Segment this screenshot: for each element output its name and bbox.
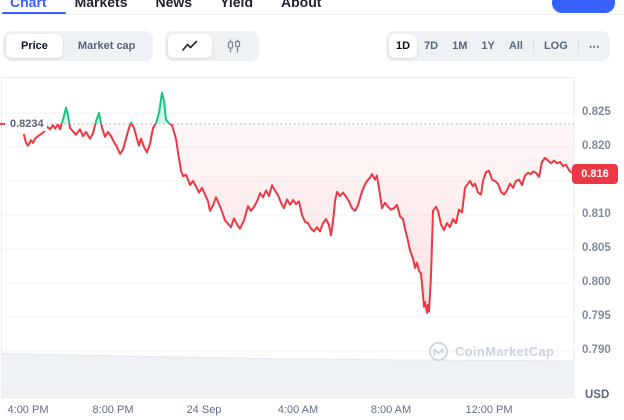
last-price-badge: 0.816 bbox=[572, 164, 618, 184]
range-option-1y[interactable]: 1Y bbox=[481, 40, 495, 52]
tab-news[interactable]: News bbox=[155, 0, 193, 10]
area-fill-below bbox=[24, 123, 574, 313]
y-axis-label: 0.810 bbox=[582, 208, 611, 220]
x-axis-label: 4:00 AM bbox=[277, 404, 319, 416]
x-axis-label: 24 Sep bbox=[186, 404, 222, 416]
volume-band-edge bbox=[1, 353, 575, 362]
metric-option-market-cap[interactable]: Market cap bbox=[77, 40, 136, 52]
coinmarketcap-logo bbox=[428, 341, 449, 362]
tab-about[interactable]: About bbox=[281, 0, 322, 10]
ellipsis-icon: ⋯ bbox=[588, 40, 600, 53]
tab-chart[interactable]: Chart bbox=[10, 0, 47, 10]
range-divider bbox=[577, 39, 579, 53]
y-axis-label: 0.790 bbox=[582, 344, 611, 356]
nav-divider bbox=[0, 14, 624, 15]
x-axis-label: 8:00 AM bbox=[370, 404, 412, 416]
watermark-text: CoinMarketCap bbox=[455, 344, 555, 359]
chart-type-toggle bbox=[165, 31, 259, 61]
range-option-1m[interactable]: 1M bbox=[452, 40, 468, 52]
baseline-price-label: 0.8234 bbox=[7, 117, 47, 131]
x-axis-label: 4:00 PM bbox=[7, 404, 49, 416]
range-divider bbox=[532, 39, 534, 53]
time-range-toggle: 1D 7D 1M 1Y All LOG ⋯ bbox=[386, 31, 610, 61]
cta-button-partial[interactable] bbox=[552, 0, 615, 13]
y-axis-label: 0.800 bbox=[582, 276, 611, 288]
range-option-all[interactable]: All bbox=[508, 40, 523, 52]
x-axis-label: 12:00 PM bbox=[465, 404, 513, 416]
y-axis-label: 0.820 bbox=[582, 140, 611, 152]
range-option-1d[interactable]: 1D bbox=[389, 34, 418, 58]
y-axis-label: 0.795 bbox=[582, 310, 611, 322]
chart-type-option-candlestick[interactable] bbox=[212, 34, 256, 58]
chart-type-option-line-chart[interactable] bbox=[168, 34, 212, 58]
metric-toggle: Price Market cap bbox=[3, 31, 154, 61]
tab-yield[interactable]: Yield bbox=[220, 0, 253, 10]
price-line-down bbox=[23, 123, 575, 314]
volume-band bbox=[1, 353, 574, 397]
section-tabs: Chart Markets News Yield About bbox=[10, 0, 321, 11]
plot-border bbox=[1, 77, 575, 398]
metric-option-price[interactable]: Price bbox=[6, 34, 63, 58]
range-option-log[interactable]: LOG bbox=[543, 40, 568, 52]
y-axis-label: 0.805 bbox=[582, 242, 611, 254]
active-tab-underline bbox=[2, 12, 66, 15]
tab-markets[interactable]: Markets bbox=[74, 0, 128, 10]
x-axis-label: 8:00 PM bbox=[92, 404, 134, 416]
range-option-7d[interactable]: 7D bbox=[424, 40, 439, 52]
line-chart-icon bbox=[182, 40, 198, 51]
range-option-more[interactable]: ⋯ bbox=[582, 34, 607, 58]
area-fill-above bbox=[61, 92, 171, 124]
axis-unit-label: USD bbox=[585, 389, 610, 401]
y-axis-label: 0.825 bbox=[582, 106, 611, 118]
watermark: CoinMarketCap bbox=[428, 341, 554, 362]
candlestick-icon bbox=[227, 39, 241, 53]
